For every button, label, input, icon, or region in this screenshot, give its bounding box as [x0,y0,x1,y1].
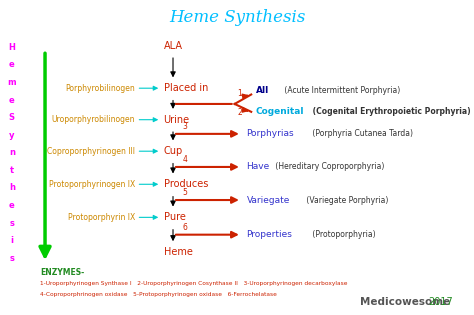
Text: e: e [9,95,15,105]
Text: Placed in: Placed in [164,83,208,93]
Text: Pure: Pure [164,212,185,222]
Text: 5: 5 [182,188,187,197]
Text: (Porphyria Cutanea Tarda): (Porphyria Cutanea Tarda) [310,129,413,138]
Text: Coproporphyrinogen III: Coproporphyrinogen III [47,147,135,156]
Text: 2017: 2017 [428,297,453,307]
Text: Produces: Produces [164,179,208,189]
Text: ALA: ALA [164,41,182,51]
Text: S: S [9,113,15,122]
Text: Heme Synthesis: Heme Synthesis [169,9,305,26]
Text: t: t [10,166,14,175]
Text: Urine: Urine [164,115,190,125]
Text: Protoporphyrin IX: Protoporphyrin IX [68,213,135,222]
Text: (Cogenital Erythropoietic Porphyria): (Cogenital Erythropoietic Porphyria) [310,107,471,116]
Text: s: s [9,219,14,228]
Text: 2: 2 [237,108,242,117]
Text: 4-Coproporphrinogen oxidase   5-Protoporphyrinogen oxidase   6-Ferrochelatase: 4-Coproporphrinogen oxidase 5-Protoporph… [40,292,277,297]
Text: 1: 1 [237,89,242,98]
Text: ENZYMES-: ENZYMES- [40,268,84,277]
Text: Cogenital: Cogenital [256,107,304,116]
Text: y: y [9,131,15,140]
Text: Porphyrobilinogen: Porphyrobilinogen [65,84,135,93]
Text: 6: 6 [182,223,187,232]
Text: s: s [9,254,14,263]
Text: h: h [9,183,15,192]
Text: Porphyrias: Porphyrias [246,129,294,138]
Text: (Hereditary Coproporphyria): (Hereditary Coproporphyria) [273,163,385,171]
Text: Protoporphyrinogen IX: Protoporphyrinogen IX [49,180,135,189]
Text: n: n [9,148,15,157]
Text: 3: 3 [182,122,187,131]
Text: (Variegate Porphyria): (Variegate Porphyria) [304,196,389,204]
Text: e: e [9,60,15,69]
Text: Uroporphyrobilinogen: Uroporphyrobilinogen [52,115,135,124]
Text: (Protoporphyria): (Protoporphyria) [310,230,376,239]
Text: m: m [8,78,16,87]
Text: Cup: Cup [164,146,183,156]
Text: Have: Have [246,163,270,171]
Text: All: All [256,86,269,95]
Text: 1-Uroporphyrinogen Synthase I   2-Uroporphyrinogen Cosynthase II   3-Uroporphyri: 1-Uroporphyrinogen Synthase I 2-Uroporph… [40,281,348,286]
Text: Variegate: Variegate [246,196,290,204]
Text: Properties: Properties [246,230,292,239]
Text: 4: 4 [182,155,187,164]
Text: (Acute Intermittent Porphyria): (Acute Intermittent Porphyria) [282,86,400,95]
Text: e: e [9,201,15,210]
Text: i: i [10,236,13,245]
Text: Medicowesome: Medicowesome [360,297,450,307]
Text: H: H [9,43,15,52]
Text: Heme: Heme [164,247,192,257]
